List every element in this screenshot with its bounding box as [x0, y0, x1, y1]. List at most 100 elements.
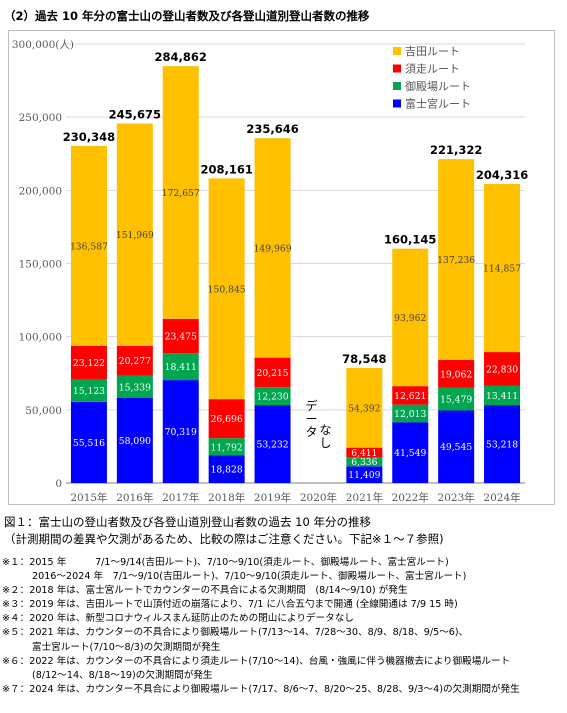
- total-label: 78,548: [342, 352, 386, 366]
- footnote-4: ※４：2020 年は、新型コロナウィルスまん延防止のための閉山によりデータなし: [2, 613, 354, 625]
- total-label: 235,646: [246, 122, 298, 136]
- bar-segment: [484, 385, 521, 406]
- data-label: 23,122: [73, 358, 105, 369]
- data-label: 41,549: [394, 448, 426, 459]
- x-tick-label: 2019年: [254, 491, 291, 504]
- footnotes: ※１：2015 年 7/1～9/14(吉田ルート)、7/10～9/10(須走ルー…: [2, 556, 565, 697]
- total-label: 160,145: [384, 233, 436, 247]
- footnote-7: ※７：2024 年は、カウンター不具合により御殿場ルート(7/17、8/6～7、…: [2, 683, 520, 695]
- legend-label: 御殿場ルート: [405, 79, 471, 93]
- bar-segment: [254, 138, 291, 358]
- data-label: 49,545: [440, 442, 472, 453]
- legend-label: 吉田ルート: [405, 45, 460, 58]
- data-label: 54,392: [348, 403, 380, 414]
- y-tick-label: 0: [55, 478, 62, 490]
- bar-segment: [162, 380, 199, 483]
- bar-segment: [346, 457, 383, 467]
- data-label: 114,857: [483, 264, 521, 275]
- total-label: 245,675: [109, 107, 161, 121]
- footnote-5: ※５：2021 年は、カウンターの不具合により御殿場ルート(7/13～14、7/…: [2, 627, 469, 639]
- annotation-char: ー: [305, 412, 317, 426]
- bar-segment: [70, 345, 107, 380]
- bar-segment: [254, 357, 291, 388]
- data-label: 136,587: [70, 241, 108, 252]
- bar-segment: [346, 368, 383, 448]
- legend-swatch: [393, 99, 401, 108]
- y-tick-label: 100,000: [19, 332, 62, 344]
- stacked-bar-chart: 0 50,000 100,000 150,000 200,000 250,000 300,0…: [12, 39, 528, 504]
- data-label: 11,792: [211, 442, 243, 453]
- footnote-1-cont: 2016～2024 年 7/1～9/10(吉田ルート)、7/10～9/10(須走…: [32, 571, 467, 583]
- data-label: 53,218: [486, 440, 518, 451]
- x-tick-label: 2015年: [70, 491, 107, 504]
- footnote-5-cont: 富士宮ルート(7/10～8/3)の欠測期間が発生: [32, 641, 221, 653]
- footnote-3: ※３：2019 年は、吉田ルートで山頂付近の崩落により、7/1 に八合五勺まで開…: [2, 599, 458, 611]
- data-label: 20,277: [119, 356, 151, 367]
- bar-segment: [208, 438, 245, 456]
- data-label: 18,411: [165, 362, 197, 373]
- legend-label: 富士宮ルート: [405, 97, 471, 111]
- bar-segment: [162, 353, 199, 381]
- footnote-6: ※６：2022 年は、カウンターの不具合により須走ルート(7/10～14)、台風…: [2, 655, 511, 667]
- y-tick-label: 150,000: [19, 259, 62, 271]
- annotation-char: し: [319, 436, 331, 450]
- bar-segment: [70, 401, 107, 483]
- bar-segment: [116, 345, 153, 376]
- y-tick-label: 200,000: [19, 185, 62, 197]
- figure-caption: 図１：富士山の登山者数及び各登山道別登山者数の過去 10 年分の推移: [4, 515, 371, 529]
- data-label: 150,845: [208, 284, 246, 295]
- data-label: 15,339: [119, 382, 151, 393]
- y-tick-label: 300,000(人): [12, 39, 74, 51]
- bar-segment: [484, 405, 521, 483]
- figure-caption-note: （計測期間の差異や欠測があるため、比較の際はご注意ください。下記※１～７参照): [4, 532, 444, 546]
- footnote-6-cont: (8/12～14、8/18～19)の欠測期間が発生: [32, 669, 213, 681]
- bar-segment: [438, 159, 475, 360]
- data-label: 12,230: [256, 392, 288, 403]
- x-tick-label: 2023年: [438, 491, 475, 504]
- data-label: 12,013: [394, 409, 426, 420]
- total-label: 204,316: [476, 168, 528, 182]
- bar-segment: [70, 145, 107, 346]
- bar-segment: [208, 178, 245, 400]
- data-label: 13,411: [486, 391, 518, 402]
- bar-segment: [438, 410, 475, 483]
- data-label: 149,969: [254, 243, 292, 254]
- bar-segment: [346, 466, 383, 483]
- x-tick-label: 2016年: [116, 491, 153, 504]
- bar-segment: [254, 405, 291, 483]
- data-label: 55,516: [73, 438, 105, 449]
- data-label: 19,062: [440, 369, 472, 380]
- x-tick-label: 2021年: [346, 491, 383, 504]
- bar-segment: [116, 397, 153, 483]
- data-label: 151,969: [116, 230, 154, 241]
- bar-segment: [208, 399, 245, 439]
- total-label: 230,348: [63, 130, 115, 144]
- bar-segment: [70, 379, 107, 402]
- bar-segment: [392, 422, 429, 483]
- bar-segment: [484, 184, 521, 353]
- data-label: 15,479: [440, 395, 472, 406]
- y-tick-label: 50,000: [25, 405, 62, 417]
- page-heading: （2）過去 10 年分の富士山の登山者数及び各登山道別登山者数の推移: [4, 9, 370, 23]
- data-label: 6,336: [351, 457, 377, 468]
- total-label: 221,322: [430, 143, 482, 157]
- annotation-char: タ: [305, 425, 317, 439]
- legend-swatch: [393, 82, 401, 90]
- footnote-2: ※２：2018 年は、富士宮ルートでカウンターの不具合による欠測期間 (8/14…: [2, 585, 408, 597]
- data-label: 70,319: [165, 427, 197, 438]
- x-tick-label: 2020年: [300, 491, 337, 504]
- y-tick-label: 250,000: [19, 112, 62, 124]
- bar-segment: [116, 123, 153, 346]
- data-label: 23,475: [165, 331, 197, 342]
- legend-label: 須走ルート: [405, 63, 460, 76]
- bar-segment: [208, 455, 245, 483]
- bar-segment: [116, 375, 153, 398]
- bar-segment: [346, 447, 383, 458]
- bar-segment: [392, 386, 429, 405]
- bar-segment: [484, 352, 521, 386]
- data-label: 172,657: [162, 188, 200, 199]
- legend-swatch: [393, 64, 401, 73]
- footnote-1: ※１：2015 年 7/1～9/14(吉田ルート)、7/10～9/10(須走ルー…: [2, 557, 449, 568]
- data-label: 53,232: [256, 440, 288, 451]
- data-label: 137,236: [437, 255, 475, 266]
